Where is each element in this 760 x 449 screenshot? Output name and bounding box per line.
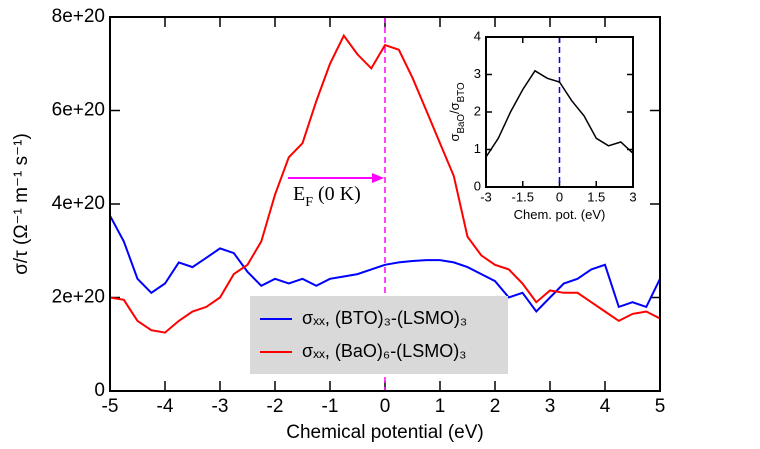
y-tick-label: 2e+20 — [52, 287, 105, 308]
data-line — [485, 69, 634, 158]
x-tick-label: -5 — [102, 396, 119, 417]
text-part: BTO — [456, 82, 467, 102]
y-tick-label: 0 — [474, 178, 481, 193]
x-tick-label: -2 — [267, 396, 284, 417]
legend-label: σₓₓ, (BaO)₆-(LSMO)₃ — [302, 341, 467, 361]
y-tick-label: 2 — [474, 103, 481, 118]
text-part: F — [305, 195, 313, 210]
data-line — [109, 33, 661, 334]
x-tick-label: 4 — [600, 396, 611, 417]
y-tick-label: 8e+20 — [52, 6, 105, 27]
x-tick-label: 2 — [490, 396, 501, 417]
text-part: BaO — [456, 114, 467, 134]
legend-box — [250, 296, 508, 374]
x-tick-label: 1 — [435, 396, 446, 417]
x-tick-label: 5 — [655, 396, 666, 417]
x-tick-label: -4 — [157, 396, 174, 417]
y-tick-label: 3 — [474, 66, 481, 81]
x-tick-label: 3 — [629, 189, 636, 204]
y-tick-label: 0 — [94, 380, 105, 401]
annotation: EF (0 K) — [293, 183, 361, 210]
text-part: /σ — [448, 102, 463, 114]
x-tick-label: -1 — [322, 396, 339, 417]
x-tick-label: 0 — [556, 189, 563, 204]
plot-frame — [485, 36, 634, 188]
text-part: E — [293, 183, 305, 205]
x-axis-label: Chemical potential (eV) — [286, 422, 483, 443]
y-axis-label: σBaO/σBTO — [448, 82, 468, 141]
text-part: σ — [448, 134, 463, 142]
x-tick-label: 0 — [380, 396, 391, 417]
y-tick-label: 4 — [474, 28, 481, 43]
x-tick-label: -1.5 — [512, 189, 534, 204]
y-axis-label: σ/τ (Ω⁻¹ m⁻¹ s⁻¹) — [11, 133, 32, 275]
x-tick-label: 3 — [545, 396, 556, 417]
data-line — [109, 215, 661, 314]
text-part: (0 K) — [313, 183, 361, 205]
x-tick-label: -3 — [212, 396, 229, 417]
y-tick-label: 4e+20 — [52, 193, 105, 214]
legend-label: σₓₓ, (BTO)₃-(LSMO)₃ — [302, 308, 467, 328]
x-tick-label: -3 — [480, 189, 492, 204]
y-tick-label: 6e+20 — [52, 100, 105, 121]
y-tick-label: 1 — [474, 141, 481, 156]
arrow-head — [372, 173, 384, 183]
plot-frame — [109, 16, 661, 392]
x-tick-label: 1.5 — [587, 189, 605, 204]
x-axis-label: Chem. pot. (eV) — [514, 207, 606, 222]
